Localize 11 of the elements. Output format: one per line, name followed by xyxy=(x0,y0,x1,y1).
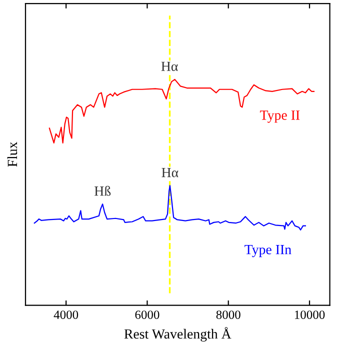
y-axis-title: Flux xyxy=(7,142,18,167)
annotation: Hα xyxy=(162,168,178,178)
annotation: Hß xyxy=(94,186,111,196)
x-tick-label: 6000 xyxy=(135,310,160,320)
x-axis-title: Rest Wavelength Å xyxy=(124,327,232,342)
series-label: Type II xyxy=(260,110,300,123)
x-tick-label: 4000 xyxy=(54,310,78,320)
annotation: Hα xyxy=(161,62,178,72)
x-tick-label: 10000 xyxy=(294,310,325,320)
series-label: Type IIn xyxy=(244,245,292,258)
x-tick-label: 8000 xyxy=(216,310,240,320)
